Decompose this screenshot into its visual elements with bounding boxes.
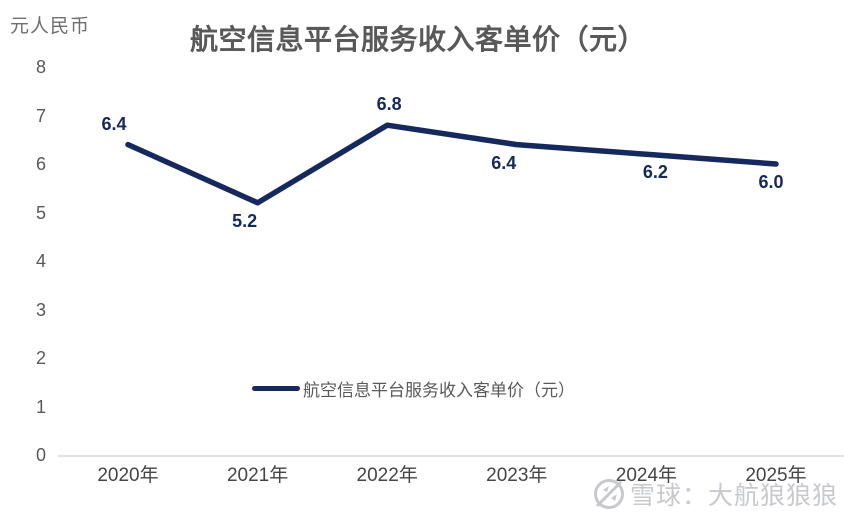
x-axis-tick-label: 2020年 (97, 465, 159, 486)
xueqiu-logo-icon (594, 479, 624, 509)
y-axis-tick-label: 1 (35, 396, 46, 417)
data-label: 6.0 (758, 172, 784, 192)
x-axis-tick-label: 2021年 (226, 465, 289, 486)
data-label: 6.8 (376, 94, 402, 115)
y-axis-unit-label: 元人民币 (10, 16, 91, 37)
data-label: 5.2 (232, 210, 258, 231)
watermark: 雪球：大航狼狼狼 (592, 476, 838, 512)
x-axis-tick-label: 2024年 (615, 465, 678, 486)
x-axis-tick-label: 2025年 (745, 465, 807, 486)
data-label: 6.4 (101, 113, 127, 134)
y-axis-tick-label: 0 (35, 445, 46, 465)
y-axis-tick-label: 7 (35, 105, 46, 126)
data-label: 6.4 (491, 152, 517, 173)
line-series-path (125, 122, 779, 206)
x-axis-tick-label: 2023年 (486, 465, 548, 486)
watermark-text: 雪球：大航狼狼狼 (630, 482, 839, 510)
y-axis-tick-label: 3 (35, 299, 46, 320)
legend-line-swatch-icon (252, 386, 300, 391)
y-axis-tick-label: 8 (35, 57, 46, 77)
legend: 航空信息平台服务收入客单价（元） (252, 376, 575, 401)
data-label: 6.2 (642, 162, 668, 183)
legend-label: 航空信息平台服务收入客单价（元） (303, 381, 575, 400)
y-axis-tick-label: 4 (35, 251, 46, 271)
x-axis-tick-label: 2022年 (356, 465, 418, 486)
y-axis-tick-label: 2 (35, 348, 46, 368)
y-axis-tick-label: 6 (35, 154, 46, 174)
y-axis-tick-label: 5 (35, 202, 46, 223)
chart-title: 航空信息平台服务收入客单价（元） (189, 24, 647, 55)
